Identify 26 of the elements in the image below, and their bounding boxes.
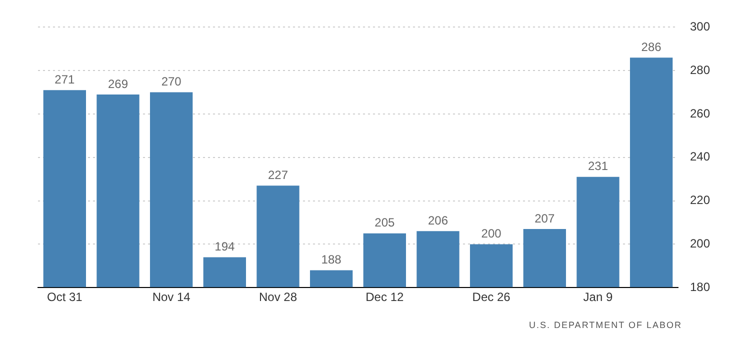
y-tick-label: 180 bbox=[690, 280, 710, 294]
data-label: 205 bbox=[374, 216, 395, 230]
x-tick-label: Nov 14 bbox=[152, 290, 191, 304]
y-tick-label: 200 bbox=[690, 236, 710, 251]
data-label: 231 bbox=[588, 159, 608, 174]
data-label: 207 bbox=[534, 211, 555, 226]
x-tick-label: Nov 28 bbox=[258, 290, 298, 304]
data-label: 269 bbox=[108, 76, 128, 91]
data-label: 200 bbox=[481, 226, 502, 241]
data-label: 270 bbox=[161, 74, 182, 89]
data-label: 194 bbox=[214, 240, 235, 254]
y-tick-label: 260 bbox=[690, 106, 710, 120]
y-tick-label: 280 bbox=[690, 62, 710, 77]
y-tick-label: 220 bbox=[690, 193, 710, 208]
data-label: 286 bbox=[641, 40, 662, 54]
x-tick-label: Oct 31 bbox=[46, 290, 83, 304]
x-tick-label: Jan 9 bbox=[583, 290, 613, 304]
y-tick-label: 300 bbox=[690, 20, 710, 34]
y-tick-label: 240 bbox=[690, 150, 710, 164]
text: U.S. DEPARTMENT OF LABOR bbox=[528, 320, 683, 330]
data-label: 227 bbox=[268, 168, 288, 182]
x-tick-label: Dec 26 bbox=[472, 290, 511, 304]
x-tick-label: Dec 12 bbox=[366, 290, 404, 304]
data-label: 188 bbox=[321, 252, 342, 267]
data-label: 206 bbox=[428, 213, 448, 228]
data-label: 271 bbox=[54, 72, 75, 86]
